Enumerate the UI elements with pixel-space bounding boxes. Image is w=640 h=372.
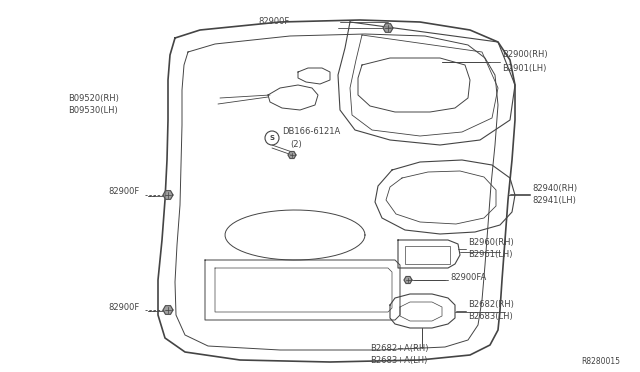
Text: 82900F: 82900F: [108, 304, 140, 312]
Polygon shape: [163, 191, 173, 199]
Text: S: S: [269, 135, 275, 141]
Bar: [405, 246, 450, 264]
Polygon shape: [383, 24, 393, 32]
Polygon shape: [404, 276, 412, 283]
Polygon shape: [288, 151, 296, 158]
Text: 82900FA: 82900FA: [450, 273, 486, 282]
Text: 82900F: 82900F: [108, 187, 140, 196]
Text: B2901(LH): B2901(LH): [502, 64, 547, 73]
Text: B2683+A(LH): B2683+A(LH): [370, 356, 428, 365]
Text: 82900F—: 82900F—: [259, 17, 298, 26]
Text: 82941(LH): 82941(LH): [532, 196, 576, 205]
Text: (2): (2): [290, 141, 301, 150]
Text: B09530(LH): B09530(LH): [68, 106, 118, 115]
Text: B2960(RH): B2960(RH): [468, 238, 514, 247]
Text: R8280015: R8280015: [581, 357, 620, 366]
Text: 82940(RH): 82940(RH): [532, 183, 577, 192]
Text: B2683(LH): B2683(LH): [468, 312, 513, 321]
Text: DB166-6121A: DB166-6121A: [282, 128, 340, 137]
Text: B2961(LH): B2961(LH): [468, 250, 513, 260]
Text: B2900(RH): B2900(RH): [502, 51, 548, 60]
Polygon shape: [163, 306, 173, 314]
Text: B2682+A(RH): B2682+A(RH): [370, 343, 429, 353]
Text: B2682(RH): B2682(RH): [468, 301, 514, 310]
Text: B09520(RH): B09520(RH): [68, 93, 119, 103]
